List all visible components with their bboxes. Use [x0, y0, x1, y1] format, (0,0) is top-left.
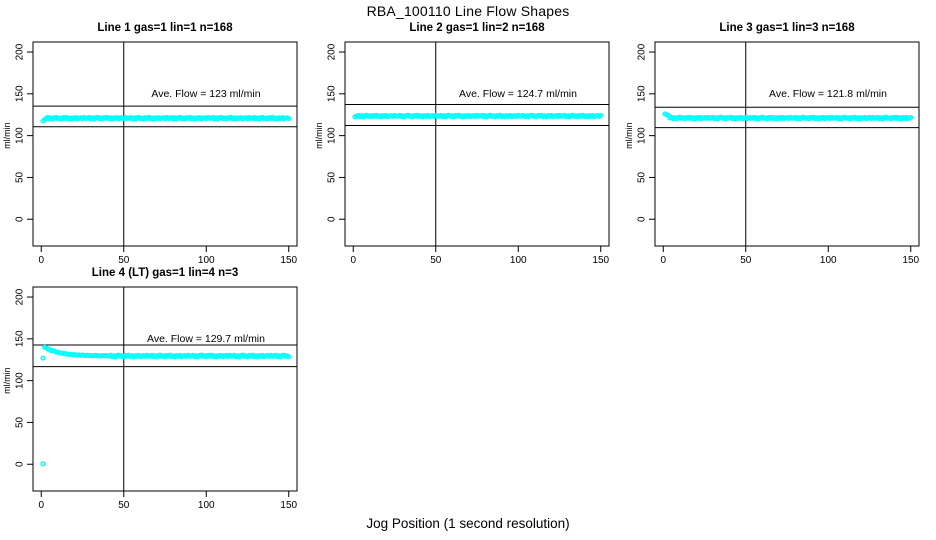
y-tick-label: 0 [637, 216, 648, 222]
plot-box [654, 41, 920, 247]
panel-title: Line 1 gas=1 lin=1 n=168 [97, 22, 233, 34]
ave-flow-annotation: Ave. Flow = 123 ml/min [151, 88, 260, 100]
panel-line-4: Line 4 (LT) gas=1 lin=4 n=3 0 50 100 150 0 50… [0, 265, 310, 511]
line-3-plot: Line 3 gas=1 lin=3 n=168 0 50 100 150 0 50 100… [624, 22, 920, 266]
panel-title: Line 4 (LT) gas=1 lin=4 n=3 [92, 267, 238, 279]
x-tick-label: 100 [198, 500, 215, 510]
y-tick-label: 50 [15, 171, 26, 183]
plot-area: 0 50 100 150 0 50 100 150 200 ml/min [2, 41, 298, 266]
x-axis-label: Jog Position (1 second resolution) [366, 516, 570, 531]
y-tick-label: 50 [15, 416, 26, 428]
panel-line-1: Line 1 gas=1 lin=1 n=168 0 50 100 150 0 50 100… [0, 20, 310, 266]
x-tick-label: 50 [740, 255, 752, 265]
x-tick-label: 0 [38, 255, 44, 265]
plot-area: 0 50 100 150 0 50 100 150 200 ml/min [314, 41, 610, 266]
y-tick-label: 100 [15, 127, 26, 144]
line-2-plot: Line 2 gas=1 lin=2 n=168 0 50 100 150 0 50 100… [314, 22, 610, 266]
panel-title: Line 3 gas=1 lin=3 n=168 [719, 22, 855, 34]
y-tick-label: 0 [15, 216, 26, 222]
line-4-plot: Line 4 (LT) gas=1 lin=4 n=3 0 50 100 150 0 50… [2, 267, 298, 511]
plot-area: 0 50 100 150 0 50 100 150 200 ml/min [2, 286, 298, 511]
flow-points [352, 112, 604, 120]
plot-box [32, 286, 298, 492]
ave-flow-annotation: Ave. Flow = 121.8 ml/min [769, 88, 887, 100]
y-tick-label: 150 [15, 330, 26, 347]
panel-line-3: Line 3 gas=1 lin=3 n=168 0 50 100 150 0 50 100… [622, 20, 932, 266]
y-tick-label: 200 [327, 43, 338, 60]
x-tick-label: 100 [510, 255, 527, 265]
y-tick-label: 200 [15, 288, 26, 305]
x-tick-label: 50 [118, 500, 130, 510]
flow-points [40, 114, 292, 124]
ave-flow-annotation: Ave. Flow = 124.7 ml/min [459, 88, 577, 100]
x-tick-label: 50 [118, 255, 130, 265]
y-tick-label: 100 [327, 127, 338, 144]
y-tick-label: 50 [327, 171, 338, 183]
ave-flow-annotation: Ave. Flow = 129.7 ml/min [147, 333, 265, 345]
flow-points [662, 111, 914, 122]
y-axis-unit-label: ml/min [314, 122, 324, 149]
line-1-plot: Line 1 gas=1 lin=1 n=168 0 50 100 150 0 50 100… [2, 22, 298, 266]
panel-line-2: Line 2 gas=1 lin=2 n=168 0 50 100 150 0 50 100… [312, 20, 622, 266]
x-tick-label: 0 [38, 500, 44, 510]
x-tick-label: 0 [350, 255, 356, 265]
y-axis-unit-label: ml/min [2, 122, 12, 149]
panel-title: Line 2 gas=1 lin=2 n=168 [409, 22, 545, 34]
x-tick-label: 150 [280, 255, 297, 265]
y-tick-label: 0 [15, 461, 26, 467]
x-tick-label: 100 [198, 255, 215, 265]
y-tick-label: 100 [637, 127, 648, 144]
figure-title: RBA_100110 Line Flow Shapes [366, 3, 570, 19]
y-tick-label: 200 [15, 43, 26, 60]
flow-points [40, 344, 292, 467]
y-tick-label: 0 [327, 216, 338, 222]
x-tick-label: 50 [430, 255, 442, 265]
plot-box [32, 41, 298, 247]
plot-area: 0 50 100 150 0 50 100 150 200 ml/min [624, 41, 920, 266]
x-tick-label: 150 [902, 255, 919, 265]
x-tick-label: 150 [280, 500, 297, 510]
plot-box [344, 41, 610, 247]
x-tick-label: 0 [660, 255, 666, 265]
y-tick-label: 50 [637, 171, 648, 183]
y-tick-label: 200 [637, 43, 648, 60]
y-tick-label: 150 [637, 85, 648, 102]
x-tick-label: 150 [592, 255, 609, 265]
y-tick-label: 150 [15, 85, 26, 102]
y-tick-label: 150 [327, 85, 338, 102]
y-tick-label: 100 [15, 372, 26, 389]
y-axis-unit-label: ml/min [624, 122, 634, 149]
x-tick-label: 100 [820, 255, 837, 265]
y-axis-unit-label: ml/min [2, 367, 12, 394]
